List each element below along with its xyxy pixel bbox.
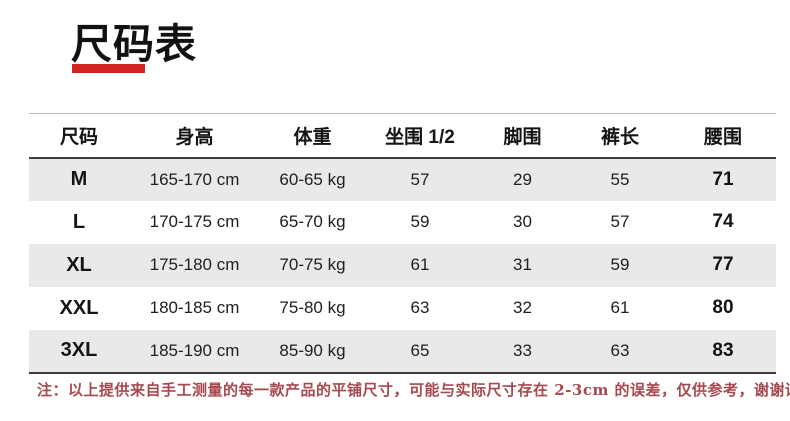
table-row: M 165-170 cm 60-65 kg 57 29 55 71: [29, 157, 776, 201]
length-cell: 57: [610, 212, 630, 231]
size-cell: XL: [66, 253, 92, 276]
leg-cell: 33: [513, 340, 532, 360]
size-chart-table: 尺码 身高 体重 坐围 1/2 脚围 裤长 腰围 M 165-170 cm 60…: [29, 113, 776, 374]
column-header-weight: 体重: [293, 126, 332, 148]
length-cell: 63: [610, 340, 630, 360]
leg-cell: 32: [513, 298, 532, 317]
height-cell: 185-190 cm: [149, 340, 240, 360]
table-row: 3XL 185-190 cm 85-90 kg 65 33 63 83: [29, 329, 776, 373]
column-header-pants-length: 裤长: [600, 126, 639, 148]
seat-cell: 61: [410, 255, 430, 274]
waist-cell: 74: [712, 211, 734, 232]
height-cell: 180-185 cm: [149, 298, 240, 317]
waist-cell: 71: [712, 168, 734, 190]
column-header-leg-opening: 脚围: [503, 126, 542, 148]
waist-cell: 80: [712, 297, 734, 318]
length-cell: 59: [610, 255, 630, 274]
waist-cell: 83: [712, 339, 734, 361]
weight-cell: 85-90 kg: [279, 340, 346, 360]
height-cell: 165-170 cm: [149, 169, 240, 189]
leg-cell: 31: [513, 255, 532, 274]
weight-cell: 75-80 kg: [279, 298, 346, 317]
waist-cell: 77: [712, 254, 734, 275]
leg-cell: 30: [513, 212, 532, 231]
column-header-waist: 腰围: [703, 126, 742, 148]
table-row: L 170-175 cm 65-70 kg 59 30 57 74: [29, 200, 776, 244]
column-header-size: 尺码: [59, 126, 98, 148]
table-header-row: 尺码 身高 体重 坐围 1/2 脚围 裤长 腰围: [29, 113, 776, 158]
weight-cell: 65-70 kg: [279, 212, 346, 231]
size-cell: 3XL: [60, 339, 98, 361]
measurement-disclaimer-note: 注：以上提供来自手工测量的每一款产品的平铺尺寸，可能与实际尺寸存在 2-3cm …: [37, 381, 790, 399]
leg-cell: 29: [513, 169, 532, 189]
length-cell: 55: [610, 169, 630, 189]
weight-cell: 70-75 kg: [279, 255, 346, 274]
seat-cell: 65: [410, 340, 430, 360]
seat-cell: 57: [410, 169, 430, 189]
title-underline-accent: [72, 64, 145, 73]
height-cell: 170-175 cm: [149, 212, 240, 231]
length-cell: 61: [610, 298, 630, 317]
height-cell: 175-180 cm: [149, 255, 240, 274]
table-row: XL 175-180 cm 70-75 kg 61 31 59 77: [29, 243, 776, 287]
size-cell: L: [72, 210, 86, 233]
weight-cell: 60-65 kg: [279, 169, 346, 189]
seat-cell: 63: [410, 298, 430, 317]
size-cell: M: [70, 168, 88, 190]
page-title: 尺码表: [71, 21, 197, 67]
seat-cell: 59: [410, 212, 430, 231]
size-cell: XXL: [59, 296, 99, 319]
column-header-seat: 坐围 1/2: [385, 126, 455, 148]
table-row: XXL 180-185 cm 75-80 kg 63 32 61 80: [29, 286, 776, 330]
column-header-height: 身高: [175, 126, 214, 148]
